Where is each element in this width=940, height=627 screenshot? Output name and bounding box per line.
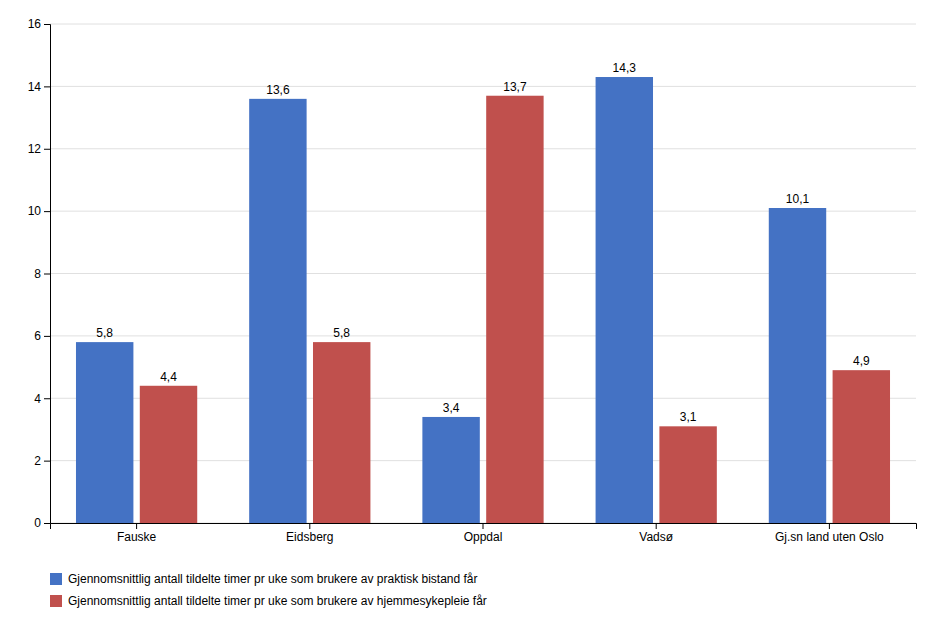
bar [140, 386, 197, 523]
y-tick-label: 10 [28, 204, 42, 218]
legend-item: Gjennomsnittlig antall tildelte timer pr… [50, 572, 478, 586]
grid-line [50, 24, 916, 25]
bar-series [76, 77, 826, 523]
x-axis-line [51, 524, 917, 530]
y-tick-label: 14 [28, 80, 42, 94]
data-label: 3,1 [680, 410, 697, 424]
x-tick-label: Eidsberg [286, 530, 333, 544]
bar [769, 208, 826, 523]
data-label: 5,8 [333, 326, 350, 340]
y-tick-mark [44, 149, 50, 150]
y-tick-label: 2 [34, 454, 41, 468]
y-tick: 0 [34, 516, 50, 530]
data-label: 5,8 [96, 326, 113, 340]
y-tick-mark [44, 24, 50, 25]
x-tick: Vadsø [639, 523, 673, 544]
data-label: 14,3 [613, 61, 637, 75]
y-tick: 12 [28, 142, 50, 156]
x-tick-mark [656, 523, 657, 529]
y-tick-mark [44, 86, 50, 87]
x-tick: Fauske [117, 523, 157, 544]
bar [76, 342, 133, 523]
y-axis-line [44, 25, 51, 524]
y-tick-label: 6 [34, 329, 41, 343]
chart: 0 2 4 6 8 10 12 14 16 Fauske Eidsberg Oppdal Vadsø Gj… [0, 0, 940, 627]
legend-label: Gjennomsnittlig antall tildelte timer pr… [68, 572, 478, 586]
x-tick: Eidsberg [286, 523, 333, 544]
legend-swatch [50, 573, 62, 585]
data-label: 4,4 [160, 370, 177, 384]
y-tick-label: 4 [34, 392, 41, 406]
x-tick-mark [309, 523, 310, 529]
bars [76, 77, 890, 523]
bar [833, 370, 890, 523]
legend-item: Gjennomsnittlig antall tildelte timer pr… [50, 594, 487, 608]
x-tick-label: Gj.sn land uten Oslo [775, 530, 884, 544]
bar [486, 96, 543, 523]
y-tick-mark [44, 211, 50, 212]
x-tick: Gj.sn land uten Oslo [775, 523, 884, 544]
x-tick-mark [829, 523, 830, 529]
data-label: 4,9 [853, 354, 870, 368]
y-tick: 10 [28, 204, 50, 218]
y-tick: 14 [28, 80, 50, 94]
x-tick: Oppdal [464, 523, 503, 544]
y-tick: 16 [28, 17, 50, 31]
y-tick-label: 8 [34, 267, 41, 281]
y-tick-mark [44, 274, 50, 275]
y-tick-label: 0 [34, 516, 41, 530]
x-tick-label: Vadsø [639, 530, 673, 544]
bar [422, 417, 479, 523]
bar [313, 342, 370, 523]
y-axis: 0 2 4 6 8 10 12 14 16 [28, 17, 51, 530]
legend-label: Gjennomsnittlig antall tildelte timer pr… [68, 594, 487, 608]
bar [249, 99, 306, 523]
grid-line [50, 148, 916, 149]
x-tick-mark [483, 523, 484, 529]
x-tick-label: Fauske [117, 530, 157, 544]
grid-line [50, 86, 916, 87]
bar [596, 77, 653, 523]
y-tick-mark [44, 523, 50, 524]
bar-series [140, 96, 890, 523]
x-axis: Fauske Eidsberg Oppdal Vadsø Gj.sn land uten… [51, 523, 917, 544]
grid [50, 24, 916, 523]
data-label: 13,7 [503, 80, 527, 94]
data-labels: 5,8 13,6 3,4 14,3 10,1 4,4 5,8 13,7 3,1 4,9 [96, 61, 870, 424]
y-tick: 4 [34, 392, 50, 406]
y-tick-mark [44, 398, 50, 399]
y-tick-mark [44, 336, 50, 337]
y-tick-label: 16 [28, 17, 42, 31]
data-label: 13,6 [266, 83, 290, 97]
legend-swatch [50, 595, 62, 607]
legend: Gjennomsnittlig antall tildelte timer pr… [50, 572, 487, 608]
data-label: 10,1 [786, 192, 810, 206]
plot: 0 2 4 6 8 10 12 14 16 Fauske Eidsberg Oppdal Vadsø Gj… [28, 17, 917, 543]
y-tick-label: 12 [28, 142, 42, 156]
y-tick: 2 [34, 454, 50, 468]
y-tick: 8 [34, 267, 50, 281]
x-tick-mark [136, 523, 137, 529]
bar [659, 426, 716, 523]
y-tick: 6 [34, 329, 50, 343]
x-tick-label: Oppdal [464, 530, 503, 544]
data-label: 3,4 [443, 401, 460, 415]
y-tick-mark [44, 461, 50, 462]
